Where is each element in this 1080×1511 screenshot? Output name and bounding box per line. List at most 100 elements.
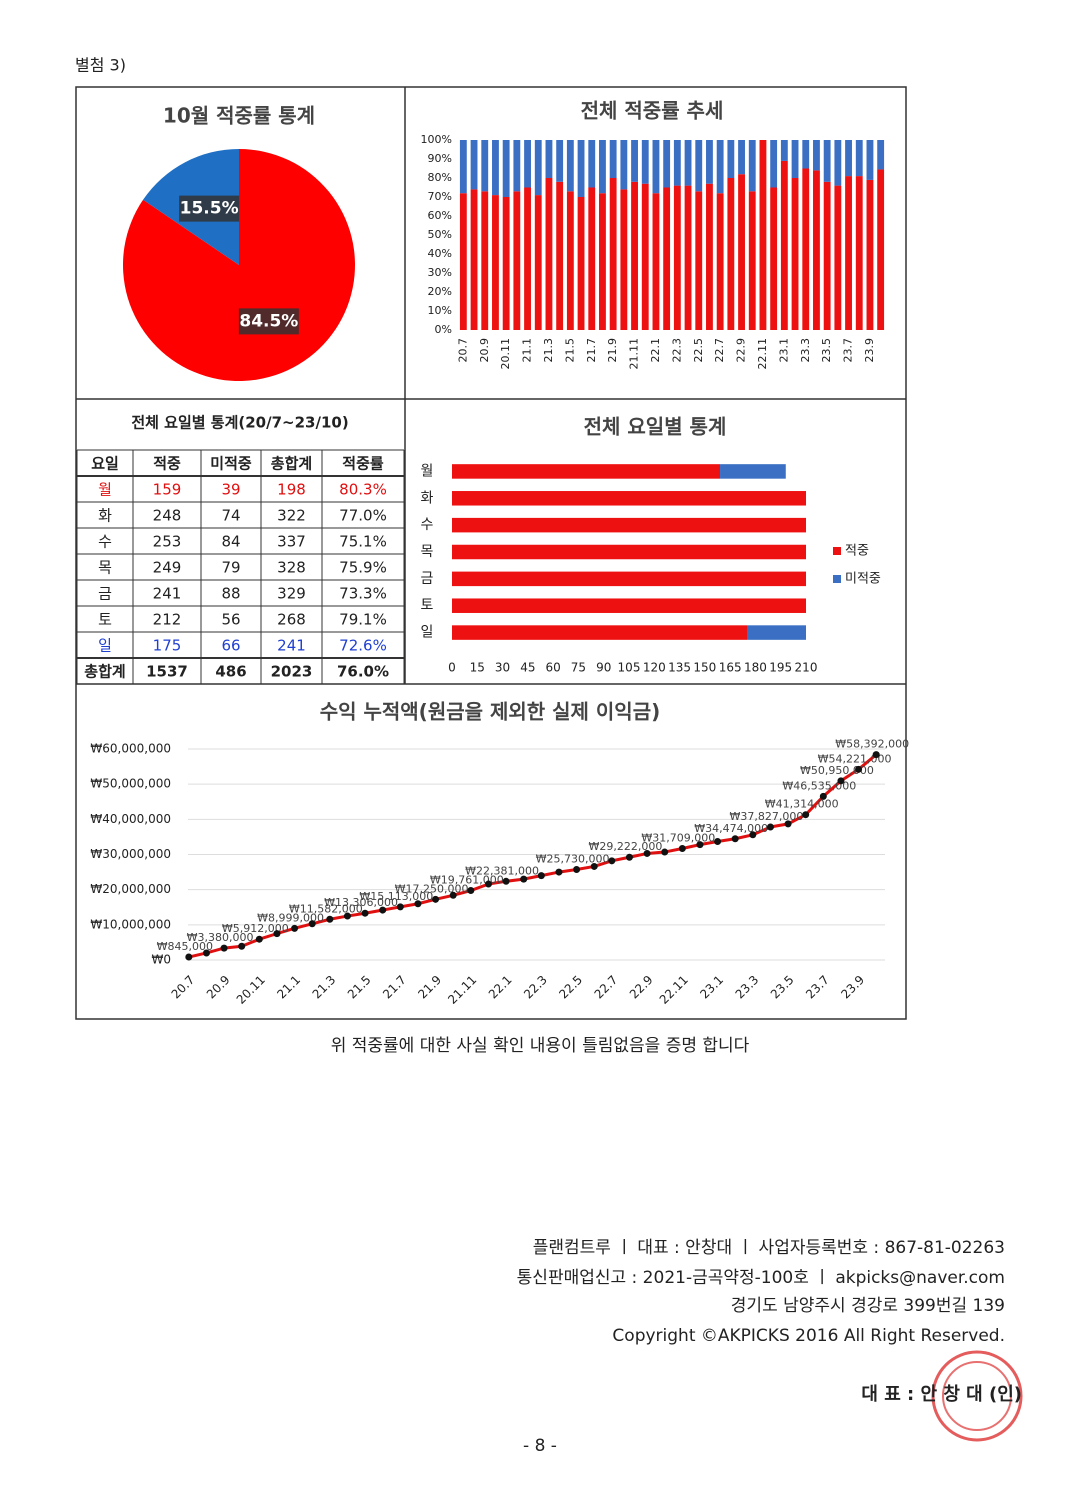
table-cell: 적중률 — [342, 455, 384, 473]
bar-segment — [866, 140, 874, 180]
x-tick-label: 21.9 — [606, 338, 619, 363]
table-cell: 75.1% — [339, 533, 387, 551]
seal — [931, 1350, 1023, 1442]
marker — [484, 880, 492, 888]
bar-segment — [481, 191, 489, 330]
table-cell: 화 — [98, 507, 112, 525]
x-tick-label: 20.11 — [499, 338, 512, 370]
bar-segment — [556, 181, 564, 330]
marker — [238, 942, 246, 950]
x-tick-label: 21.7 — [380, 973, 409, 1002]
marker — [185, 953, 193, 961]
bar-segment — [673, 140, 681, 186]
x-tick-label: 23.5 — [768, 973, 797, 1002]
bar-segment — [452, 464, 721, 479]
x-tick-label: 21.1 — [274, 973, 303, 1002]
legend-swatch — [833, 547, 841, 555]
bar-segment — [620, 189, 628, 330]
x-tick-label: 23.1 — [777, 338, 790, 363]
bar-segment — [738, 174, 745, 330]
table-cell: 77.0% — [339, 507, 387, 525]
x-tick-label: 30 — [495, 661, 510, 675]
marker — [255, 935, 263, 943]
marker — [608, 857, 616, 865]
bar-segment — [747, 625, 806, 640]
marker — [678, 844, 686, 852]
marker — [432, 895, 440, 903]
x-tick-label: 135 — [668, 661, 691, 675]
table-cell: 요일 — [91, 455, 119, 473]
marker — [661, 848, 669, 856]
table-cell: 총합계 — [84, 663, 125, 681]
table-title: 전체 요일별 통계(20/7~23/10) — [131, 414, 348, 432]
bar-segment — [534, 140, 542, 196]
table-cell: 249 — [153, 559, 182, 577]
x-tick-label: 23.7 — [803, 973, 832, 1002]
x-tick-label: 22.5 — [556, 973, 585, 1002]
x-tick-label: 22.5 — [692, 338, 705, 363]
table-cell: 1537 — [146, 663, 188, 681]
x-tick-label: 21.3 — [310, 973, 339, 1002]
bar-segment — [780, 160, 788, 330]
bar-segment — [652, 140, 660, 194]
bar-segment — [716, 193, 724, 330]
table-cell: 72.6% — [339, 637, 387, 655]
table-cell: 159 — [153, 481, 182, 499]
marker — [590, 862, 598, 870]
y-tick-label: ₩60,000,000 — [90, 742, 171, 756]
chart-title: 전체 요일별 통계 — [584, 415, 727, 439]
table-cell: 적중 — [153, 455, 181, 473]
x-tick-label: 20.9 — [478, 338, 491, 363]
y-tick-label: 40% — [428, 247, 452, 260]
bar-segment — [802, 168, 810, 330]
chart-title: 수익 누적액(원금을 제외한 실제 이익금) — [320, 700, 661, 724]
y-tick-label: ₩0 — [152, 953, 172, 967]
bar-segment — [727, 140, 735, 178]
table-cell: 88 — [221, 585, 240, 603]
bar-segment — [834, 140, 842, 186]
table-cell: 토 — [98, 611, 112, 629]
bar-segment — [502, 197, 510, 330]
x-tick-label: 0 — [448, 661, 456, 675]
bar-segment — [791, 140, 799, 178]
table-cell: 76.0% — [337, 663, 389, 681]
bar-segment — [459, 140, 467, 194]
bar-segment — [663, 187, 671, 330]
table-cell: 75.9% — [339, 559, 387, 577]
bar-segment — [577, 197, 585, 330]
bar-segment — [513, 140, 521, 192]
x-tick-label: 21.9 — [415, 973, 444, 1002]
bar-segment — [588, 187, 596, 330]
marker — [326, 915, 334, 923]
bar-segment — [452, 625, 747, 640]
bar-segment — [727, 178, 735, 330]
x-tick-label: 23.7 — [842, 338, 855, 363]
bar-segment — [716, 140, 724, 194]
x-tick-label: 23.1 — [697, 973, 726, 1002]
bar-segment — [599, 193, 606, 330]
y-tick-label: ₩20,000,000 — [90, 882, 171, 896]
x-tick-label: 165 — [719, 661, 742, 675]
table-cell: 84 — [221, 533, 240, 551]
x-tick-label: 21.5 — [563, 338, 576, 363]
bar-segment — [855, 140, 863, 177]
table-cell: 80.3% — [339, 481, 387, 499]
table-cell: 73.3% — [339, 585, 387, 603]
table-cell: 241 — [153, 585, 182, 603]
x-tick-label: 22.9 — [735, 338, 748, 363]
marker — [361, 909, 369, 917]
marker — [837, 777, 845, 785]
bar-segment — [452, 544, 806, 560]
x-tick-label: 23.9 — [838, 973, 867, 1002]
marker — [819, 792, 827, 800]
bar-segment — [695, 191, 703, 330]
x-tick-label: 20.9 — [204, 973, 233, 1002]
bar-segment — [452, 598, 806, 613]
y-tick-label: 70% — [428, 190, 452, 203]
x-tick-label: 120 — [643, 661, 666, 675]
page-number: - 8 - — [523, 1436, 557, 1456]
bar-segment — [652, 193, 660, 330]
x-tick-label: 23.5 — [820, 338, 833, 363]
bar-segment — [459, 193, 467, 330]
x-tick-label: 15 — [470, 661, 485, 675]
